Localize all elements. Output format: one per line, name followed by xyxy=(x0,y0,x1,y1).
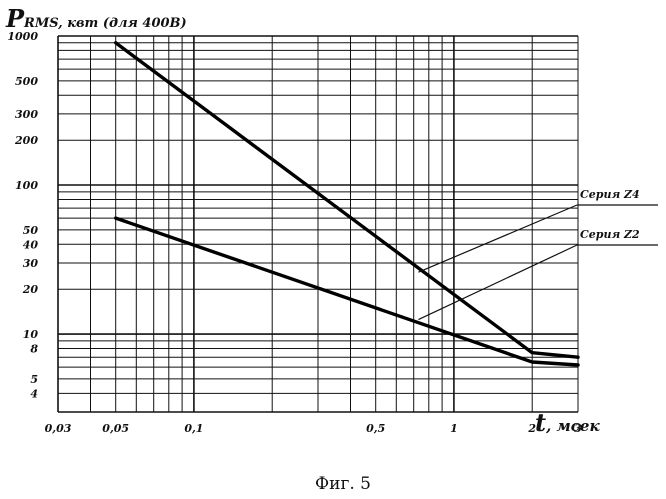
x-tick-labels: 0,030,050,10,5123 xyxy=(45,422,583,435)
x-tick-label: 0,1 xyxy=(184,422,203,435)
y-tick-labels: 10005003002001005040302010854 xyxy=(7,30,38,400)
series-label: Серия Z2 xyxy=(580,228,640,241)
x-tick-label: 0,05 xyxy=(102,422,129,435)
y-tick-label: 8 xyxy=(30,343,38,356)
y-axis-label: PRMS, квт (для 400В) xyxy=(5,4,187,33)
x-axis-label-sub: , мсек xyxy=(545,417,600,435)
x-tick-label: 0,5 xyxy=(366,422,385,435)
x-axis-label-main: t xyxy=(535,408,546,437)
series-line-2 xyxy=(116,218,578,365)
series-layer xyxy=(116,43,578,365)
x-tick-label: 1 xyxy=(450,422,458,435)
figure-caption: Фиг. 5 xyxy=(315,474,371,494)
y-tick-label: 200 xyxy=(14,134,38,147)
y-tick-label: 20 xyxy=(22,283,39,296)
y-tick-label: 10 xyxy=(23,328,39,341)
y-tick-label: 30 xyxy=(23,257,39,270)
y-tick-label: 500 xyxy=(15,75,38,88)
x-tick-label: 0,03 xyxy=(45,422,72,435)
y-axis-label-sub: RMS, квт (для 400В) xyxy=(23,16,187,31)
y-tick-label: 5 xyxy=(30,373,38,386)
y-tick-label: 50 xyxy=(23,224,39,237)
y-tick-label: 300 xyxy=(15,108,38,121)
y-tick-label: 100 xyxy=(15,179,38,192)
y-tick-label: 4 xyxy=(30,387,38,400)
series-line-1 xyxy=(116,43,578,357)
y-tick-label: 40 xyxy=(23,238,39,251)
series-label: Серия Z4 xyxy=(580,188,640,201)
y-axis-label-main: P xyxy=(5,4,25,33)
